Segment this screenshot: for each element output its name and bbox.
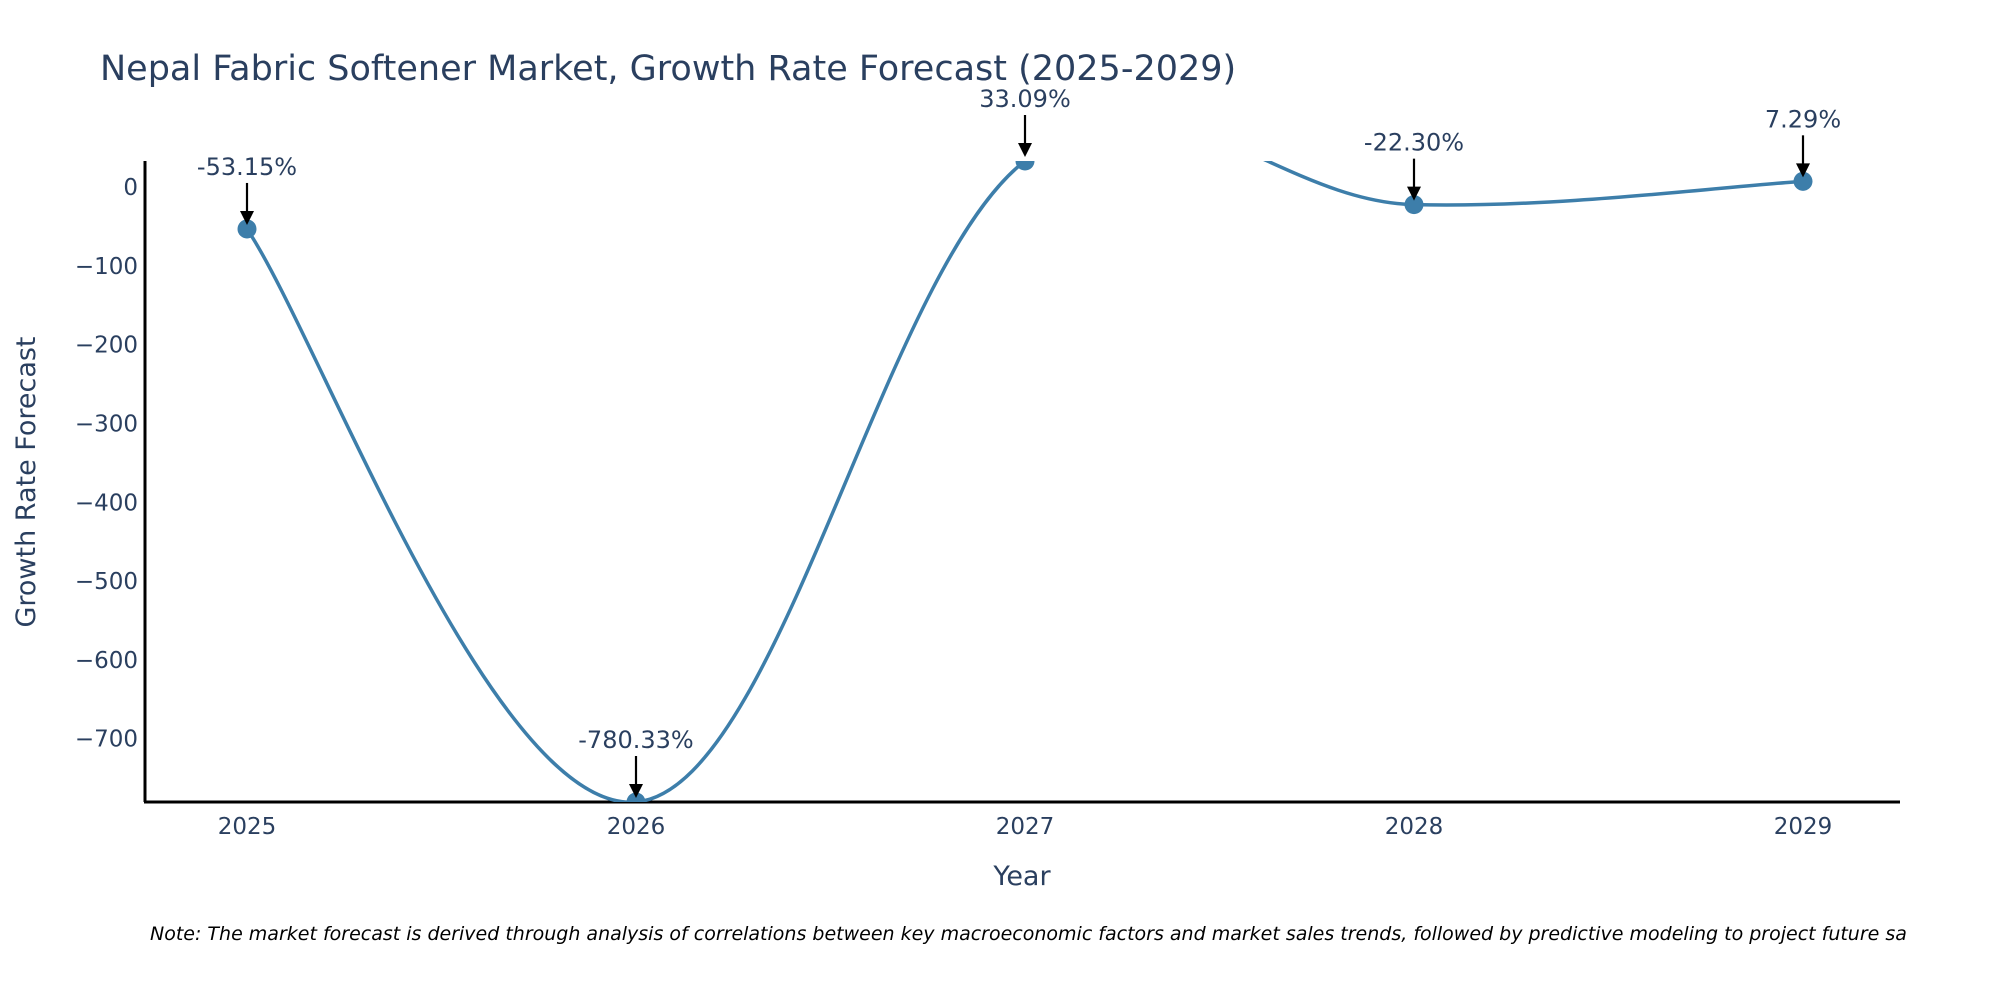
data-point	[1404, 195, 1424, 215]
data-point	[1793, 171, 1813, 191]
y-tick-label: −700	[75, 727, 138, 753]
x-tick-label: 2025	[218, 814, 277, 840]
chart-title: Nepal Fabric Softener Market, Growth Rat…	[100, 49, 1236, 89]
annotation-arrow-head	[1796, 163, 1810, 178]
series-line-growth-rate	[245, 161, 1804, 802]
data-label: -780.33%	[578, 726, 693, 754]
y-tick-label: −200	[75, 333, 138, 359]
y-tick-label: −400	[75, 490, 138, 516]
y-tick-label: −600	[75, 648, 138, 674]
data-label: 7.29%	[1765, 105, 1841, 133]
data-label: 33.09%	[979, 85, 1071, 113]
annotation-arrow-head	[1407, 186, 1421, 201]
plot-area	[237, 161, 1813, 802]
x-tick-label: 2027	[996, 814, 1055, 840]
data-label: -53.15%	[197, 153, 297, 181]
x-tick-label: 2028	[1385, 814, 1444, 840]
annotation-arrow-head	[629, 784, 643, 798]
data-label: -22.30%	[1364, 129, 1464, 157]
x-axis-title: Year	[992, 861, 1051, 892]
x-tick-label: 2026	[607, 814, 666, 840]
x-tick-label: 2029	[1774, 814, 1833, 840]
data-point	[237, 219, 257, 239]
data-label-annotations: -53.15% -780.33% 33.09% -22.30% 7.29%	[197, 85, 1841, 798]
y-tick-label: −300	[75, 411, 138, 437]
y-axis-title: Growth Rate Forecast	[11, 336, 42, 627]
data-point	[1015, 161, 1035, 171]
y-tick-label: −500	[75, 569, 138, 595]
y-axis-ticks: 0 −100 −200 −300 −400 −500 −600 −700	[75, 175, 138, 753]
x-axis-ticks: 2025 2026 2027 2028 2029	[218, 814, 1833, 840]
y-tick-label: −100	[75, 254, 138, 280]
footnote: Note: The market forecast is derived thr…	[150, 923, 1907, 945]
annotation-arrow-head	[240, 210, 254, 225]
y-tick-label: 0	[123, 175, 138, 201]
series-markers	[237, 161, 1813, 802]
annotation-arrow-head	[1018, 143, 1032, 157]
